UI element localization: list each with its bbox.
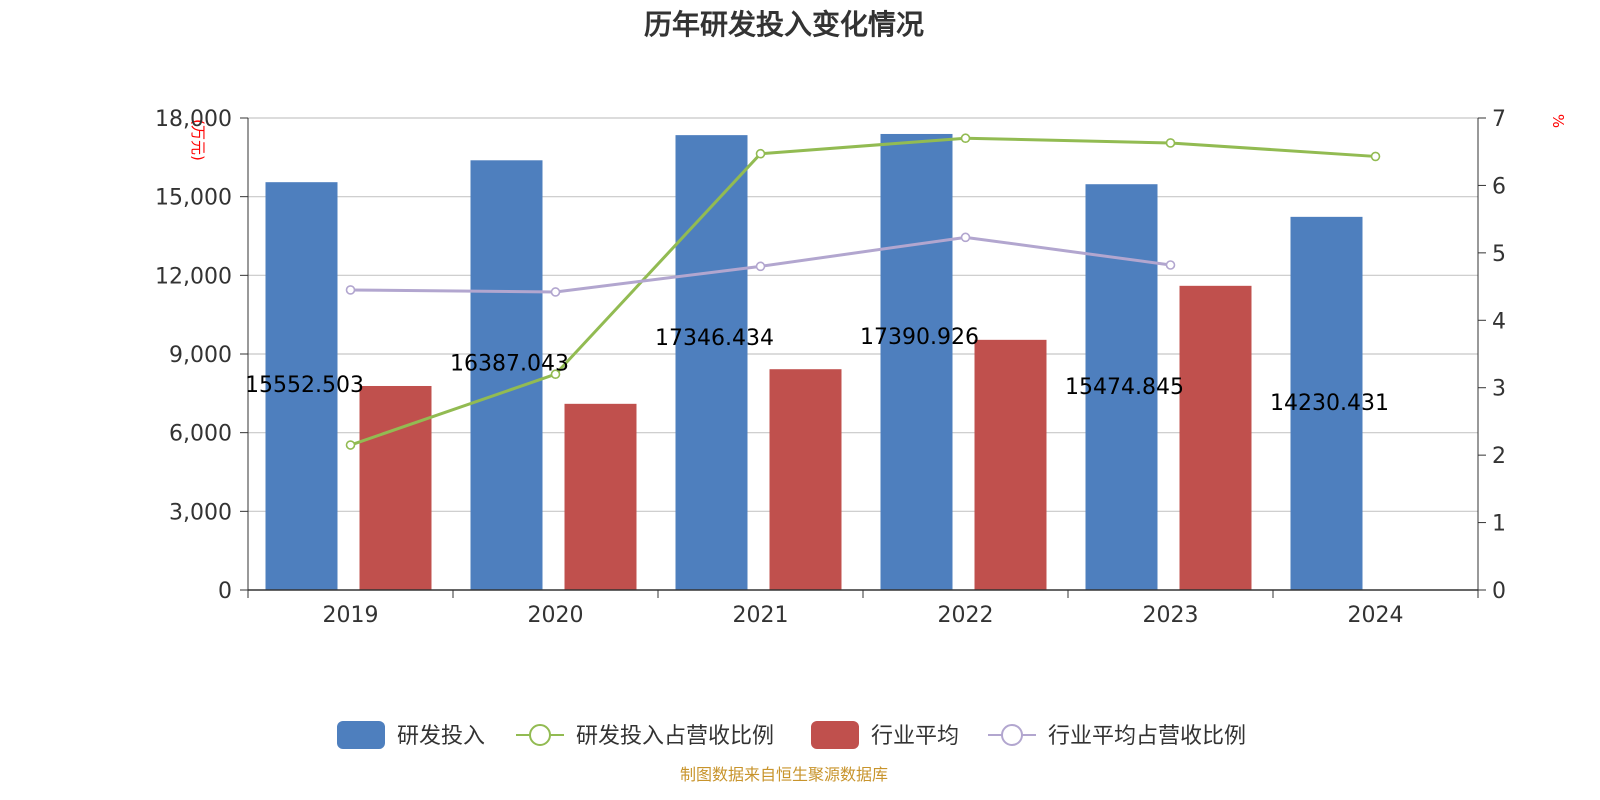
point-rd-ratio bbox=[1370, 151, 1381, 162]
point-rd-ratio bbox=[755, 148, 766, 159]
bar-rd-investment bbox=[265, 182, 338, 590]
bar-industry-average bbox=[359, 385, 432, 590]
point-rd-ratio bbox=[550, 369, 561, 380]
bar-industry-average bbox=[769, 369, 842, 590]
bar-value-label: 17346.434 bbox=[655, 326, 774, 351]
axes: 0 3,000 6,000 9,000 12,000 15,000 18,000 0 1 2 3 4 5… bbox=[155, 107, 1506, 628]
legend: 研发投入 研发投入占营收比例 行业平均 行业平均占营收比例 bbox=[337, 721, 1246, 749]
right-axis-tick-label: 5 bbox=[1492, 242, 1506, 267]
bar-industry-average bbox=[564, 403, 637, 590]
point-rd-ratio bbox=[1165, 138, 1176, 148]
right-axis-tick-label: 6 bbox=[1492, 174, 1506, 199]
bar-industry-average bbox=[1179, 285, 1252, 590]
data-label-layer: 15552.503 16387.043 17346.434 17390.926 1547… bbox=[245, 325, 1389, 416]
point-industry-ratio bbox=[345, 285, 356, 295]
bar-layer bbox=[265, 133, 1363, 591]
line-rd-ratio bbox=[350, 136, 1376, 447]
left-axis-tick-label: 0 bbox=[218, 579, 232, 604]
point-rd-ratio bbox=[345, 440, 356, 450]
chart-title: 历年研发投入变化情况 bbox=[644, 8, 924, 41]
x-axis-tick-label: 2022 bbox=[938, 603, 994, 628]
legend-swatch-bar bbox=[337, 721, 385, 749]
right-axis-tick-label: 7 bbox=[1492, 107, 1506, 132]
point-industry-ratio bbox=[550, 287, 561, 297]
right-axis-tick-label: 1 bbox=[1492, 512, 1506, 537]
legend-label: 行业平均 bbox=[871, 724, 959, 749]
point-industry-ratio bbox=[1165, 260, 1176, 270]
legend-label: 研发投入 bbox=[397, 724, 485, 749]
right-axis-tick-label: 2 bbox=[1492, 444, 1506, 469]
bar-rd-investment bbox=[1085, 184, 1158, 590]
left-axis-tick-label: 15,000 bbox=[155, 186, 232, 211]
left-axis-tick-label: 6,000 bbox=[169, 422, 232, 447]
gridlines bbox=[248, 117, 1478, 512]
source-note: 制图数据来自恒生聚源数据库 bbox=[680, 765, 888, 784]
x-axis-tick-label: 2024 bbox=[1348, 603, 1404, 628]
bar-rd-investment bbox=[470, 160, 543, 590]
legend-swatch-marker bbox=[529, 724, 551, 746]
bar-industry-average bbox=[974, 339, 1047, 590]
left-axis-unit: (万元) bbox=[189, 119, 207, 161]
bar-rd-investment bbox=[1290, 216, 1363, 590]
bar-value-label: 15474.845 bbox=[1065, 375, 1184, 400]
right-axis-tick-label: 3 bbox=[1492, 377, 1506, 402]
point-industry-ratio bbox=[755, 261, 766, 272]
right-axis-tick-label: 0 bbox=[1492, 579, 1506, 604]
right-axis-tick-label: 4 bbox=[1492, 309, 1506, 334]
left-axis-tick-label: 9,000 bbox=[169, 343, 232, 368]
legend-swatch-bar bbox=[811, 721, 859, 749]
left-axis-tick-label: 12,000 bbox=[155, 264, 232, 289]
bar-value-label: 17390.926 bbox=[860, 325, 979, 350]
x-axis-tick-label: 2023 bbox=[1143, 603, 1199, 628]
bar-rd-investment bbox=[675, 135, 748, 591]
point-rd-ratio bbox=[960, 133, 971, 144]
legend-label: 研发投入占营收比例 bbox=[576, 724, 774, 749]
legend-swatch-marker bbox=[1001, 724, 1023, 746]
left-axis-tick-label: 18,000 bbox=[155, 107, 232, 132]
x-axis-tick-label: 2020 bbox=[528, 603, 584, 628]
x-axis-tick-label: 2021 bbox=[733, 603, 789, 628]
x-axis-tick-label: 2019 bbox=[323, 603, 379, 628]
bar-value-label: 16387.043 bbox=[450, 351, 569, 376]
legend-label: 行业平均占营收比例 bbox=[1048, 724, 1246, 749]
line-layer bbox=[345, 133, 1381, 450]
bar-rd-investment bbox=[880, 133, 953, 591]
bar-value-label: 14230.431 bbox=[1270, 391, 1389, 416]
point-industry-ratio bbox=[960, 232, 971, 243]
right-axis-unit: % bbox=[1549, 114, 1567, 128]
bar-value-label: 15552.503 bbox=[245, 373, 364, 398]
left-axis-tick-label: 3,000 bbox=[169, 500, 232, 525]
